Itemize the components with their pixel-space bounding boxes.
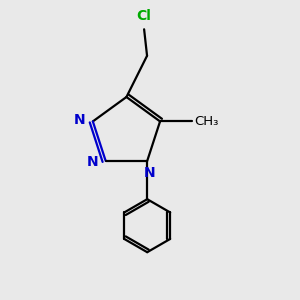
- Text: N: N: [144, 166, 155, 180]
- Text: N: N: [87, 155, 98, 169]
- Text: N: N: [74, 113, 85, 127]
- Text: CH₃: CH₃: [194, 115, 218, 128]
- Text: Cl: Cl: [137, 9, 152, 23]
